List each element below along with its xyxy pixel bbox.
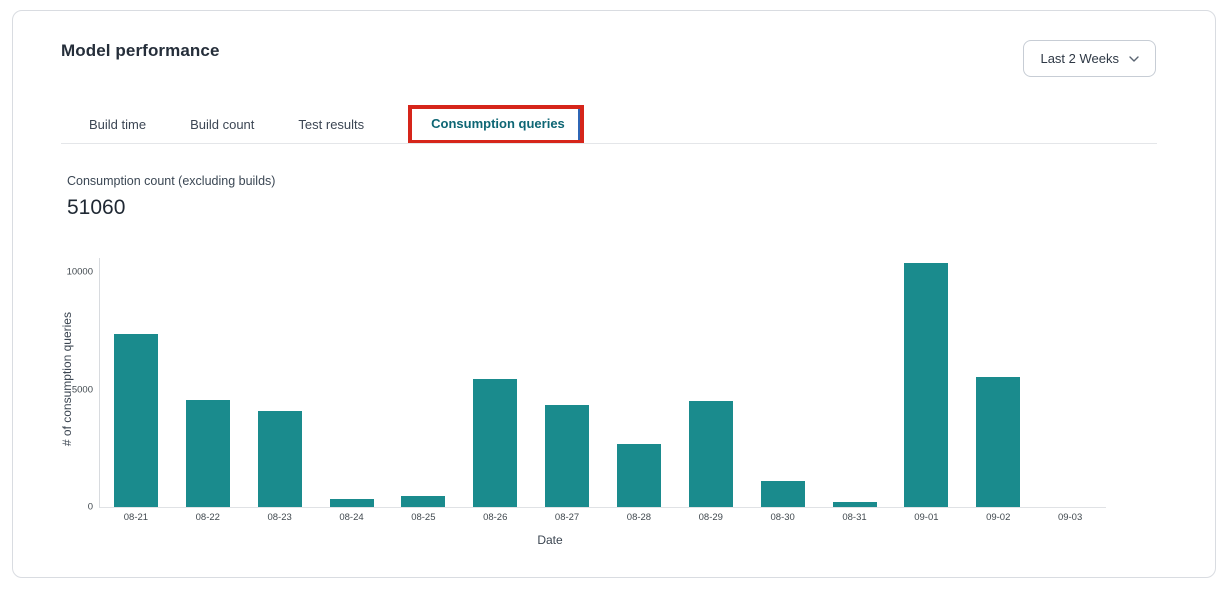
x-tick-label: 09-01 (914, 512, 939, 523)
x-tick-label: 08-21 (123, 512, 149, 523)
bar-slot: 08-22 (172, 258, 244, 523)
bar-slot: 09-03 (1034, 258, 1106, 523)
date-range-dropdown[interactable]: Last 2 Weeks (1023, 40, 1156, 77)
tab-build-time[interactable]: Build time (89, 116, 147, 132)
x-tick-label: 09-03 (1057, 512, 1083, 523)
chart-bar-08-29[interactable] (688, 401, 733, 507)
bar-slot: 08-21 (100, 258, 172, 523)
y-tick-label: 0 (87, 501, 93, 513)
chart-bar-08-28[interactable] (616, 443, 661, 507)
chart-bar-08-23[interactable] (257, 410, 302, 507)
x-axis-title: Date (537, 533, 563, 547)
plot-area: Date 08-21 08-22 08-23 08-24 08-25 08-26 08-27… (67, 258, 1106, 547)
model-performance-card: Model performance Last 2 Weeks Build tim… (12, 10, 1216, 578)
x-tick-label: 08-25 (411, 512, 436, 523)
chart-bar-08-27[interactable] (545, 404, 590, 507)
bar-slot: 08-24 (316, 258, 388, 523)
annotation-box: Consumption queries (408, 104, 584, 144)
chart-bar-08-24[interactable] (329, 498, 374, 507)
tabs-divider (61, 143, 1157, 144)
chart-bar-08-22[interactable] (185, 400, 230, 507)
bar-slot: 08-26 (459, 258, 531, 523)
chevron-down-icon (1129, 55, 1139, 62)
bar-slot: 08-28 (603, 258, 675, 523)
bar-slot: 08-27 (531, 258, 603, 523)
bar-slot: 08-23 (244, 258, 316, 523)
chart-bar-08-26[interactable] (473, 378, 518, 507)
x-tick-label: 09-02 (986, 512, 1011, 523)
tab-test-results[interactable]: Test results (298, 116, 365, 132)
chart-bar-08-31[interactable] (832, 502, 877, 507)
bar-slot: 08-29 (675, 258, 747, 523)
x-tick-label: 08-31 (842, 512, 867, 523)
chart-bar-09-02[interactable] (976, 377, 1021, 507)
tab-bar: Build time Build count Test results Cons… (89, 104, 584, 144)
bar-slot: 08-31 (819, 258, 891, 523)
x-tick-label: 08-22 (195, 512, 220, 523)
tab-consumption-queries[interactable]: Consumption queries (431, 115, 565, 131)
y-axis-title: # of consumption queries (60, 312, 74, 447)
bar-slot: 09-02 (962, 258, 1034, 523)
chart-bar-08-21[interactable] (113, 334, 158, 507)
bar-slot: 08-30 (747, 258, 819, 523)
y-tick-label: 5000 (71, 384, 93, 396)
x-tick-label: 08-24 (339, 512, 364, 523)
chart-bar-08-25[interactable] (401, 495, 446, 507)
annotation-inner-edge (577, 108, 580, 140)
x-tick-label: 08-27 (554, 512, 580, 523)
chart-bar-09-01[interactable] (904, 262, 949, 507)
x-tick-label: 08-28 (626, 512, 652, 523)
bar-slot: 09-01 (890, 258, 962, 523)
x-tick-label: 08-23 (267, 512, 292, 523)
chart-bar-08-30[interactable] (760, 481, 805, 507)
bar-slot: 08-25 (387, 258, 459, 523)
date-range-value: Last 2 Weeks (1040, 51, 1119, 66)
x-tick-label: 08-26 (483, 512, 508, 523)
x-tick-label: 08-29 (698, 512, 723, 523)
x-tick-label: 08-30 (770, 512, 795, 523)
page-title: Model performance (61, 41, 220, 60)
metric-label: Consumption count (excluding builds) (67, 174, 276, 188)
tab-build-count[interactable]: Build count (190, 116, 255, 132)
metric-value: 51060 (67, 196, 126, 219)
y-tick-label: 10000 (66, 266, 93, 278)
